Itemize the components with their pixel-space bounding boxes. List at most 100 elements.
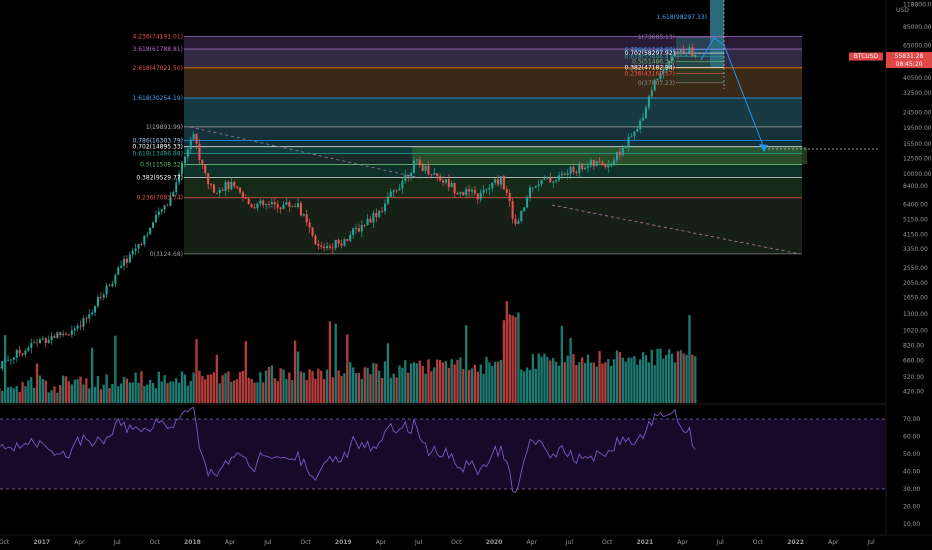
candle-body [520,211,523,222]
small-fib-zone [676,56,724,62]
volume-bar [154,388,158,403]
candle-body [659,73,662,79]
candle-body [1,361,4,369]
volume-bar [157,371,161,403]
fib-zone [184,36,802,50]
candle-body [459,192,462,195]
candle-body [491,182,494,189]
candle-body [250,203,253,208]
rsi-axis: 70.00 60.00 50.00 40.00 30.00 20.00 10.00 [903,416,920,528]
volume-bar [4,335,7,403]
volume-bar [444,361,448,403]
candle-body [468,189,471,192]
small-fib-zone [676,61,724,68]
candle-body [340,243,343,246]
volume-bar [523,371,526,403]
candle-body [169,196,172,206]
candle-body [94,306,97,313]
candle-body [508,192,511,202]
volume-bar [549,360,552,403]
price-tick-label: 1650.00 [903,295,928,302]
volume-bar [641,352,645,403]
candle-body [128,254,131,263]
time-tick-label: Apr [74,539,85,546]
rsi-tick-label: 20.00 [903,504,920,511]
price-tick-label: 1020.00 [903,328,928,335]
volume-bar [15,385,18,403]
volume-bar [340,375,343,403]
candle-body [328,246,331,248]
candle-body [439,176,442,181]
volume-bar [56,392,59,403]
price-axis[interactable]: 118000.00 85000.00 65000.00 40500.00 32500.0… [896,2,932,396]
volume-bar [137,382,140,403]
volume-bar [79,376,82,403]
candle-body [395,190,398,192]
volume-bar [688,315,691,403]
volume-bar [259,372,262,403]
candle-body [676,51,679,54]
candle-body [12,357,15,360]
volume-bar [552,358,555,403]
volume-bar [38,375,42,403]
candle-body [317,244,320,246]
candle-body [18,350,21,354]
volume-bar [111,383,114,403]
last-price-tag [886,52,932,69]
candle-body [653,79,656,91]
volume-bar [198,370,201,403]
volume-bar [209,374,213,403]
candle-body [436,173,439,177]
volume-bar [627,357,630,403]
projection-arrowhead [759,144,768,152]
candle-body [401,181,404,189]
candle-body [581,163,584,170]
volume-bar [673,362,677,403]
volume-bar [476,371,479,403]
candle-body [673,51,676,57]
volume-bar [76,379,79,403]
candle-body [624,146,627,149]
candle-body [262,200,265,205]
candle-body [444,179,447,183]
candle-body [636,128,639,132]
time-axis[interactable]: Oct 2017 Apr Jul Oct 2018 Apr Jul Oct 2019 Apr Jul O… [0,539,875,546]
volume-bar [343,373,346,403]
volume-bar [215,354,218,403]
volume-bar [21,381,24,403]
candle-body [207,173,210,185]
time-tick-label: Apr [376,539,387,546]
last-price-text: 55831.28 [895,53,924,60]
highlight-zone [412,146,807,165]
small-fib-label: 0(37807.23) [638,80,675,87]
time-tick-label: Jul [866,539,875,546]
candle-body [239,187,242,193]
volume-bar [633,356,636,403]
price-tick-label: 420.00 [903,389,924,396]
candle-body [647,96,650,108]
volume-bar [508,314,511,403]
volume-bar [662,358,665,403]
candle-body [33,342,36,344]
volume-bar [195,339,198,403]
rsi-tick-label: 40.00 [903,469,920,476]
candle-body [140,244,143,245]
volume-bar [186,385,189,403]
candle-body [210,184,213,185]
volume-bar [247,377,250,403]
volume-bar [421,365,424,403]
volume-bar [189,380,192,403]
time-tick-label: 2018 [184,539,201,546]
candle-body [79,325,82,327]
candle-body [181,163,184,174]
fib-level-label: 1.618(30254.19) [133,95,184,102]
candle-body [44,338,47,343]
candle-body [453,182,456,194]
volume-bar [430,371,433,403]
candle-body [259,200,262,204]
volume-bar [61,375,65,403]
fib-level-label: 4.236(74191.01) [133,34,184,41]
candle-body [82,318,85,327]
candle-body [212,184,215,193]
candle-body [241,192,244,198]
